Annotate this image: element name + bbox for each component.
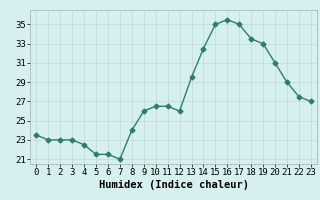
X-axis label: Humidex (Indice chaleur): Humidex (Indice chaleur) — [99, 180, 249, 190]
